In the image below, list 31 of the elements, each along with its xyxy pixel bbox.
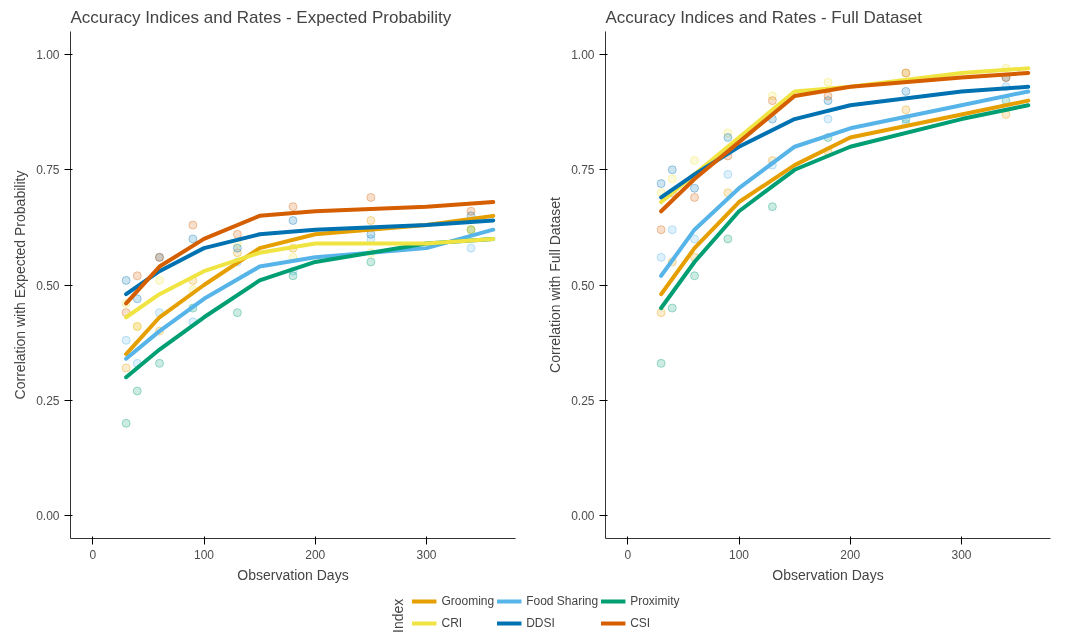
legend-label: DDSI [526,616,555,630]
x-tick-label: 200 [305,547,326,562]
chart-title: Accuracy Indices and Rates - Expected Probability [70,7,452,27]
y-tick-label: 1.00 [36,48,60,63]
x-tick-label: 300 [951,547,972,562]
y-axis-title: Correlation with Full Dataset [547,196,564,373]
y-tick-label: 0.75 [571,163,595,178]
chart-title: Accuracy Indices and Rates - Full Dataset [605,7,923,27]
x-tick-label: 100 [728,547,750,562]
legend-title: Index [390,597,407,633]
legend-label: CRI [441,616,463,630]
x-tick-label: 200 [840,547,861,562]
x-tick-label: 0 [89,547,97,562]
legend-label: Grooming [441,594,495,608]
y-tick-label: 1.00 [571,48,595,63]
y-tick-label: 0.00 [36,508,60,523]
legend-label: CSI [630,616,651,630]
y-axis-title: Correlation with Expected Probability [12,170,29,400]
x-tick-label: 300 [416,547,437,562]
x-axis-title: Observation Days [237,566,349,583]
y-tick-label: 0.50 [36,278,60,293]
y-tick-label: 0.75 [36,163,60,178]
legend-label: Food Sharing [526,594,599,608]
x-axis-title: Observation Days [772,566,884,583]
y-tick-label: 0.25 [571,393,595,408]
y-tick-label: 0.00 [571,508,595,523]
x-tick-label: 100 [193,547,215,562]
x-tick-label: 0 [624,547,632,562]
y-tick-label: 0.25 [36,393,60,408]
y-tick-label: 0.50 [571,278,595,293]
legend-label: Proximity [630,594,680,608]
